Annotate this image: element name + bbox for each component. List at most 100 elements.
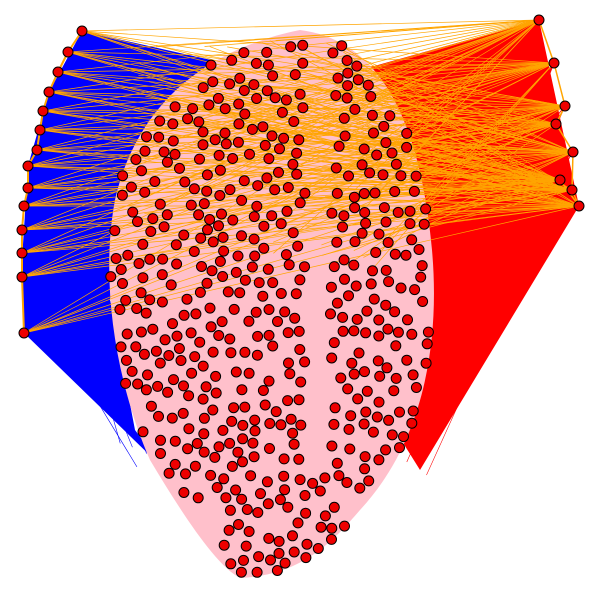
interior-node [400, 249, 412, 261]
interior-node [219, 103, 231, 115]
interior-node [280, 249, 292, 261]
interior-node [198, 446, 210, 458]
cross-edge [259, 62, 555, 83]
interior-node [382, 237, 394, 248]
interior-node [178, 229, 190, 241]
interior-node [204, 214, 216, 225]
pink-node-region [109, 30, 434, 578]
interior-node [289, 312, 301, 324]
interior-node [338, 254, 350, 266]
interior-node [243, 315, 255, 327]
interior-node [269, 92, 281, 104]
interior-node [408, 185, 420, 197]
cross-edge [160, 62, 555, 134]
interior-node [141, 131, 152, 143]
interior-node [274, 143, 285, 155]
interior-node [339, 130, 351, 142]
interior-node [270, 406, 282, 418]
interior-node [328, 337, 340, 349]
cross-edge [155, 19, 540, 48]
interior-node [297, 57, 309, 69]
interior-node [121, 354, 132, 366]
interior-node [139, 186, 151, 198]
interior-node [416, 260, 428, 272]
cross-edge [327, 105, 566, 170]
interior-node [329, 402, 341, 414]
interior-node [279, 484, 291, 496]
interior-node [406, 234, 418, 246]
right-edge [414, 205, 580, 419]
interior-node [258, 242, 270, 254]
interior-node [114, 304, 126, 315]
interior-node [257, 290, 269, 302]
interior-node [154, 115, 166, 127]
cross-edge [379, 105, 566, 194]
interior-node [263, 153, 275, 165]
interior-node [380, 216, 392, 228]
interior-node [246, 123, 258, 135]
interior-node [356, 159, 368, 171]
interior-node [367, 426, 379, 438]
interior-node [378, 202, 390, 214]
left-edge [23, 332, 123, 381]
left-hub-node [16, 224, 28, 236]
interior-node [343, 170, 354, 182]
cross-edge [21, 189, 573, 254]
interior-node [238, 175, 250, 187]
interior-node [236, 493, 248, 505]
interior-node [272, 316, 283, 327]
interior-node [230, 366, 242, 378]
interior-node [230, 266, 242, 278]
interior-node [337, 311, 349, 323]
interior-node [285, 41, 297, 53]
interior-node [333, 140, 345, 152]
interior-node [368, 127, 379, 139]
interior-node [342, 67, 354, 79]
interior-node [243, 367, 255, 379]
interior-node [253, 277, 265, 289]
interior-node [373, 314, 385, 326]
interior-node [293, 453, 305, 465]
cross-edge [235, 62, 555, 223]
interior-node [290, 288, 302, 300]
interior-node [364, 167, 376, 179]
interior-node [251, 566, 263, 578]
interior-node [289, 69, 301, 81]
left-hub-node [18, 200, 30, 212]
interior-node [275, 419, 287, 431]
interior-node [183, 423, 195, 435]
interior-node [326, 522, 338, 534]
interior-node [294, 274, 306, 286]
interior-node [297, 102, 309, 114]
right-hub-node [548, 57, 560, 69]
interior-node [359, 366, 370, 378]
interior-node [188, 183, 200, 195]
interior-node [246, 261, 258, 273]
interior-node [373, 330, 385, 342]
interior-node [250, 306, 262, 318]
right-edge [424, 205, 580, 380]
interior-node [249, 425, 261, 437]
interior-node [144, 294, 156, 306]
cross-edge [36, 19, 540, 151]
left-edge [42, 62, 121, 112]
interior-node [346, 357, 358, 369]
interior-node [238, 554, 249, 566]
interior-node [155, 448, 166, 459]
interior-node [274, 494, 286, 506]
interior-node [378, 120, 390, 132]
cross-edge [48, 19, 540, 93]
interior-node [144, 253, 156, 265]
interior-node [218, 473, 230, 485]
interior-node [117, 278, 128, 289]
interior-node [300, 507, 312, 519]
cross-edge [296, 151, 574, 157]
interior-node [178, 380, 189, 392]
interior-node [136, 165, 147, 177]
interior-node [299, 356, 311, 368]
interior-node [287, 427, 299, 439]
cross-edge [23, 62, 555, 207]
interior-node [117, 170, 129, 182]
interior-node [201, 277, 213, 289]
interior-node [275, 288, 287, 299]
